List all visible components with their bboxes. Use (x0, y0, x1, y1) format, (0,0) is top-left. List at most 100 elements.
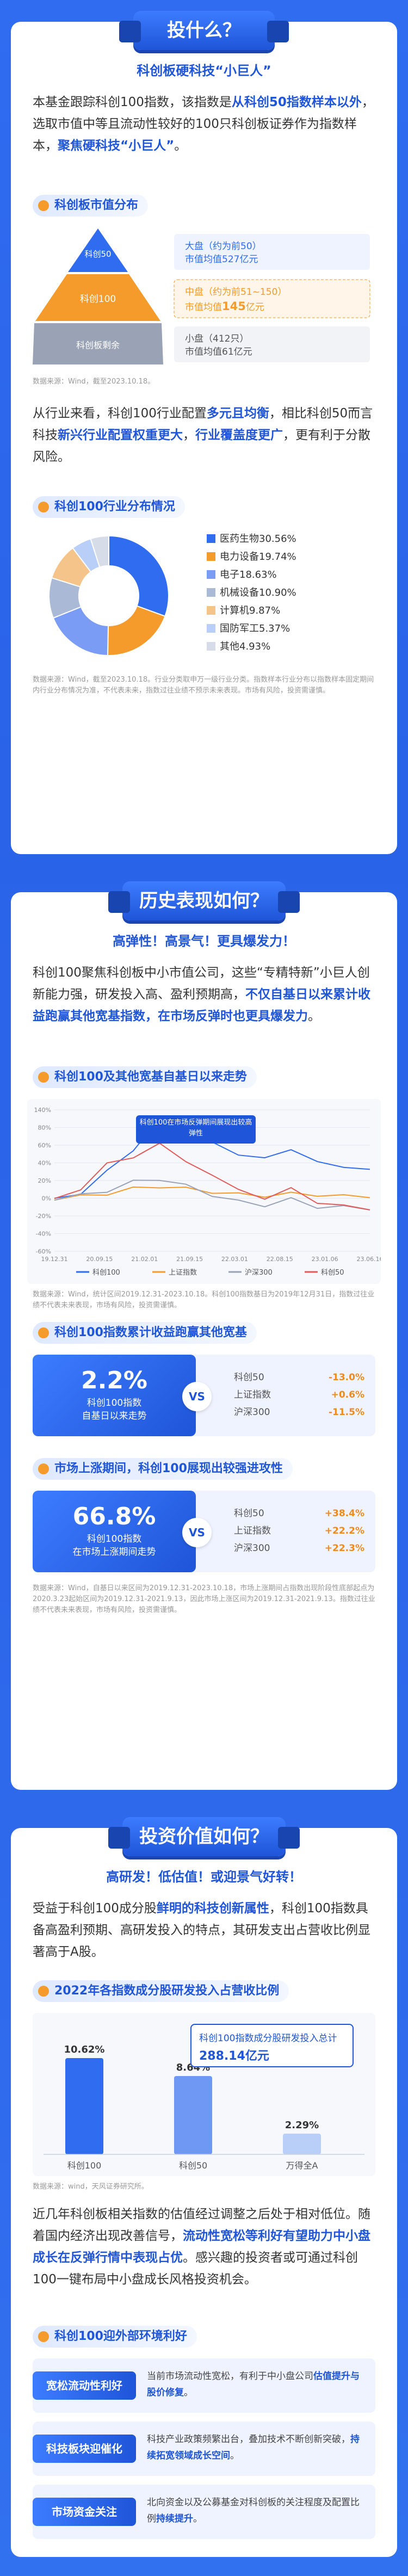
compare-row-name: 科创50 (234, 1372, 264, 1383)
series-line (54, 1186, 370, 1201)
industry-title: 科创100行业分布情况 (33, 496, 185, 518)
industry-source: 数据来源：Wind，截至2023.10.18。行业分类取申万一级行业分类。指数样… (33, 676, 374, 695)
pyramid-bottom (33, 323, 163, 365)
compare-row: 科创50 +38.4% (234, 1505, 364, 1522)
legend-label: 科创50 (321, 1269, 344, 1277)
y-tick-label: 40% (38, 1160, 51, 1167)
bar (65, 2058, 103, 2154)
pyramid-text-mid: 中盘（约为前51~150） (185, 287, 287, 298)
section-value-ribbon: 投资价值如何？ (108, 1817, 300, 1856)
bar-category-label: 科创100 (67, 2160, 102, 2171)
bar (174, 2076, 212, 2154)
pyramid-text-bottom: 小盘（412只） (185, 333, 249, 344)
pyramid-unit-mid: 亿元 (246, 302, 264, 313)
market-cap-pyramid: 科创50 科创100 科创板剩余 大盘（约为前50） 市值均值527亿元 中盘（… (33, 228, 370, 365)
pyramid-label-mid: 科创100 (80, 294, 116, 305)
x-tick-label: 21.02.01 (131, 1256, 158, 1263)
compare-row: 沪深300 -11.5% (234, 1404, 364, 1421)
compare2-rows: 科创50 +38.4% 上证指数 +22.2% 沪深300 +22.3% (234, 1505, 364, 1557)
bullet-dot (38, 200, 49, 211)
history-chart-source: 数据来源：Wind，统计区间2019.12.31-2023.10.18。科创10… (33, 1290, 375, 1309)
compare2-vs: VS (182, 1518, 212, 1547)
pyramid-box-bottom (174, 326, 370, 362)
compare1-rows: 科创50 -13.0% 上证指数 +0.6% 沪深300 -11.5% (234, 1369, 364, 1421)
env-text: 当前市场流动性宽松，有利于中小盘公司估值提升与股价修复。 (147, 2371, 360, 2398)
series-line (54, 1179, 370, 1211)
industry-pie-chart: 医药生物30.56% 电力设备19.74% 电子18.63% 机械设备10.90% 计算… (48, 533, 296, 656)
market-cap-title: 科创板市值分布 (33, 195, 149, 217)
compare-row-value: +38.4% (324, 1508, 364, 1519)
y-tick-label: -40% (36, 1231, 51, 1238)
history-paragraph: 科创100聚焦科创板中小市值公司，这些“专精特新”小巨人创新能力强，研发投入高、… (33, 966, 370, 1023)
compare1-title: 科创100指数累计收益跑赢其他宽基 (33, 1322, 257, 1344)
legend-label: 机械设备10.90% (220, 587, 296, 598)
legend-label: 国防军工5.37% (220, 623, 290, 634)
x-tick-label: 22.03.01 (221, 1256, 248, 1263)
compare-row: 上证指数 +0.6% (234, 1386, 364, 1404)
compare2-left: 66.8% 科创100指数 在市场上涨期间走势 (33, 1491, 196, 1572)
legend-label: 沪深300 (245, 1268, 273, 1277)
pyramid-highlight-mid: 145 (222, 300, 246, 313)
env-tag: 科技板块迎催化 (33, 2435, 136, 2463)
legend-swatch (207, 624, 215, 633)
legend-label: 科创100 (92, 1269, 120, 1277)
x-tick-label: 20.09.15 (86, 1256, 113, 1263)
pyramid-text-top: 大盘（约为前50） (185, 241, 262, 252)
bullet-dot (38, 1463, 49, 1474)
pyramid-sub-top: 市值均值527亿元 (185, 254, 258, 265)
pyramid-label-top: 科创50 (84, 249, 111, 259)
y-tick-label: 20% (38, 1177, 51, 1184)
legend-label: 其他4.93% (220, 641, 270, 652)
legend-label: 上证指数 (169, 1269, 197, 1277)
compare-source: 数据来源：Wind，自基日以来区间为2019.12.31-2023.10.18，… (33, 1584, 375, 1614)
svg-text:市值均值145亿元: 市值均值145亿元 (185, 300, 264, 313)
rd-title: 2022年各指数成分股研发投入占营收比例 (33, 1980, 289, 2002)
bar-category-label: 万得全A (286, 2160, 318, 2171)
y-tick-label: 80% (38, 1125, 51, 1132)
pyramid-box-mid (174, 279, 370, 318)
bullet-dot (38, 1072, 49, 1083)
bullet-dot (38, 1986, 49, 1997)
legend-swatch (207, 606, 215, 615)
section-history-ribbon: 历史表现如何？ (108, 881, 300, 921)
history-chart-title: 科创100及其他宽基自基日以来走势 (33, 1066, 257, 1088)
x-tick-label: 23.06.16 (357, 1256, 381, 1263)
compare-row: 上证指数 +22.2% (234, 1522, 364, 1540)
env-tag: 宽松流动性利好 (33, 2371, 136, 2400)
compare2-desc: 科创100指数 在市场上涨期间走势 (72, 1534, 156, 1558)
compare1-desc: 科创100指数 自基日以来走势 (82, 1398, 147, 1422)
bullet-dot (38, 1327, 49, 1338)
market-cap-source: 数据来源：Wind，截至2023.10.18。 (33, 378, 155, 386)
rd-callout: 科创100指数成分股研发投入总计 288.14亿元 (190, 2024, 354, 2067)
callout-text: 科创100在市场反弹期间展现出较高弹性 (139, 1119, 252, 1138)
x-tick-label: 23.01.06 (312, 1256, 338, 1263)
pyramid-sub-mid: 市值均值 (185, 302, 222, 313)
section-value-subhead: 高研发！低估值！或迎景气好转！ (106, 1869, 302, 1885)
section-history-card: 历史表现如何？ 高弹性！高景气！更具爆发力！ 科创100聚焦科创板中小市值公司，… (11, 881, 397, 1790)
bullet-dot (38, 502, 49, 512)
pyramid-box-top (174, 234, 370, 270)
legend-label: 电子18.63% (220, 569, 277, 580)
rd-callout-total: 288.14亿元 (199, 2049, 269, 2063)
value-paragraph: 受益于科创100成分股鲜明的科技创新属性，科创100指数具备高盈利预期、高研发投… (33, 1901, 370, 1959)
pyramid-label-bottom: 科创板剩余 (76, 340, 120, 350)
compare-row-name: 沪深300 (234, 1543, 270, 1554)
compare-row-value: +22.2% (324, 1525, 364, 1536)
env-title: 科创100迎外部环境利好 (33, 2326, 197, 2348)
compare-row-name: 上证指数 (234, 1525, 271, 1536)
compare-row-value: -13.0% (328, 1372, 364, 1383)
rd-source: 数据来源：wind，天风证券研究所。 (33, 2183, 149, 2191)
series-line (54, 1142, 370, 1210)
bar-value-label: 10.62% (64, 2044, 105, 2055)
bar (283, 2133, 321, 2154)
pyramid-mid (35, 274, 160, 321)
compare2-panel: 66.8% 科创100指数 在市场上涨期间走势 VS 科创50 +38.4% 上证指… (33, 1491, 375, 1572)
compare-row-name: 沪深300 (234, 1407, 270, 1418)
legend-swatch (207, 552, 215, 561)
pie-slice (107, 605, 166, 656)
industry-paragraph: 从行业来看，科创100行业配置多元且均衡，相比科创50而言科技新兴行业配置权重更… (33, 406, 373, 464)
section-what-subhead: 科创板硬科技“小巨人” (137, 63, 271, 78)
env-tag: 市场资金关注 (33, 2498, 136, 2526)
history-line-chart: 140% 80% 60% 40% 20% 0% -20% -40% -60%19.12.31 20… (27, 1099, 381, 1284)
legend-label: 医药生物30.56% (220, 533, 296, 545)
